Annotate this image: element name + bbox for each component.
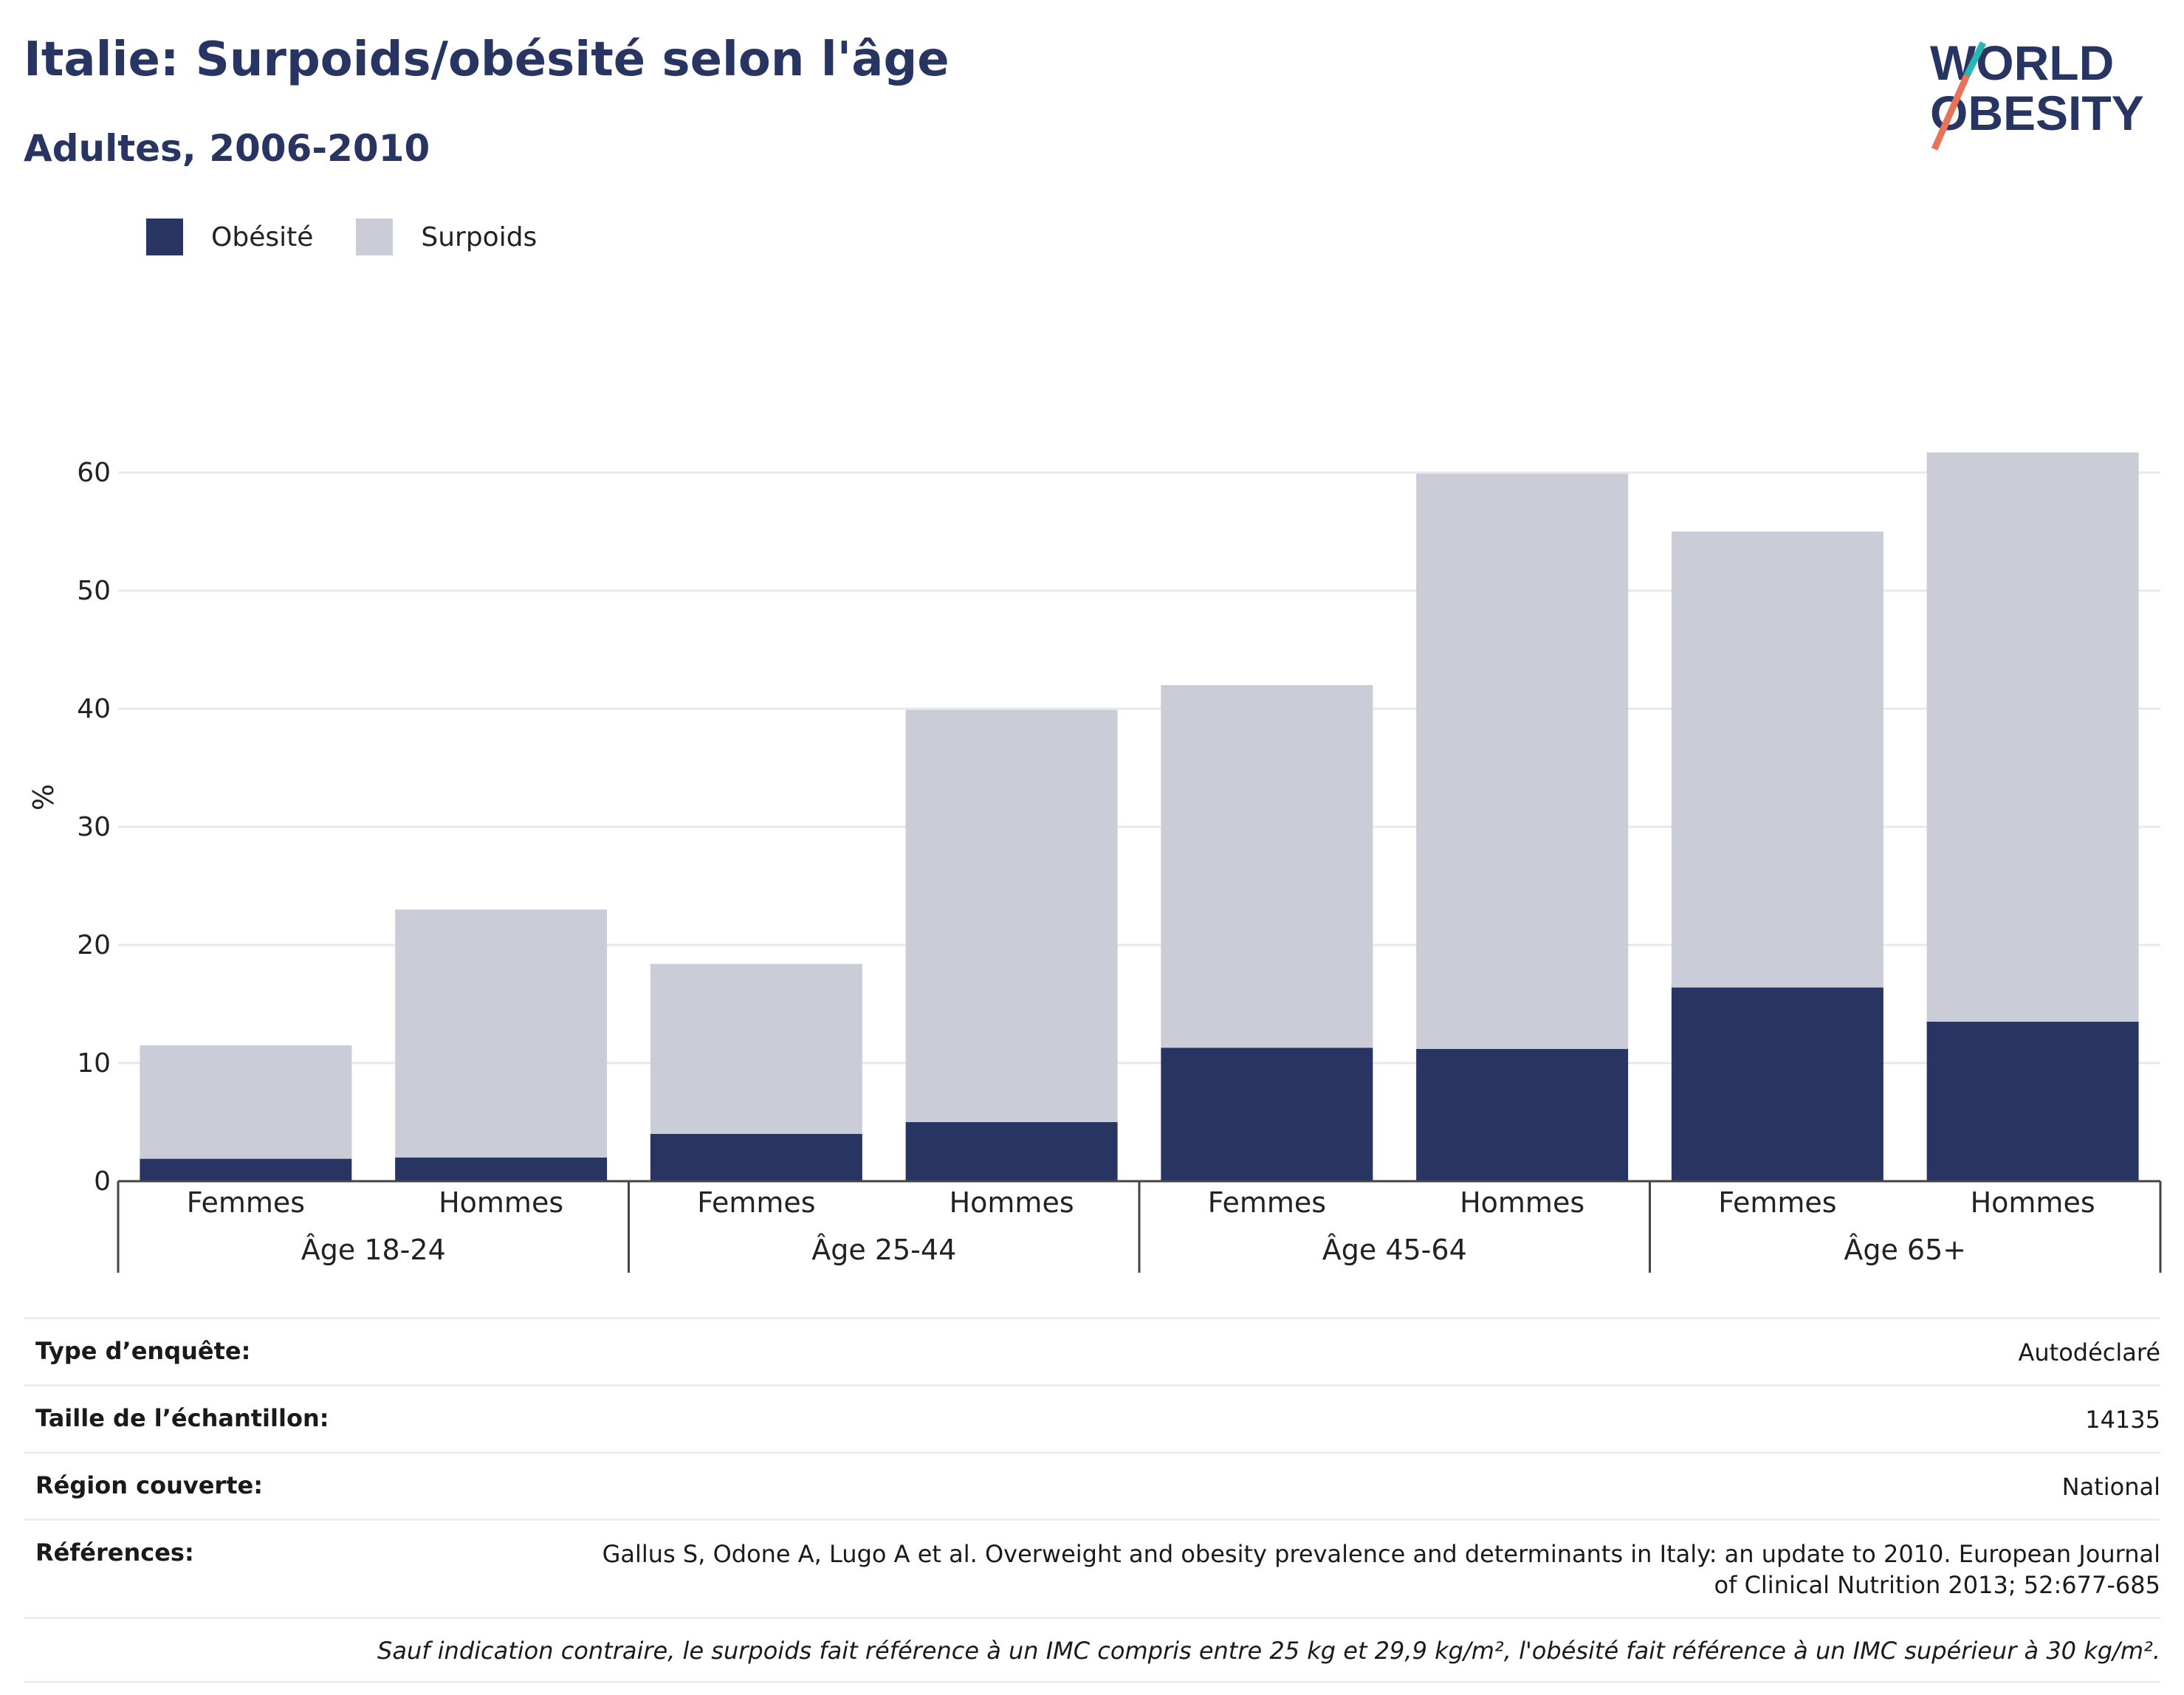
logo-line2: OBESITY (1930, 86, 2144, 140)
bar-surpoids (1926, 452, 2139, 1022)
legend-item-surpoids[interactable]: Surpoids (356, 219, 537, 255)
bar-obesite (1416, 1048, 1629, 1181)
bar-surpoids (1161, 685, 1373, 1048)
x-category-label: Hommes (439, 1186, 563, 1219)
x-category-label: Femmes (697, 1186, 815, 1219)
bar-surpoids (650, 963, 862, 1134)
logo-slash-coral (1931, 74, 1971, 151)
chart-title: Italie: Surpoids/obésité selon l'âge (24, 32, 950, 87)
y-tick-label: 60 (77, 458, 111, 488)
survey-info-table: Type d’enquête: Autodéclaré Taille de l’… (24, 1317, 2160, 1683)
logo-line1: WORLD (1930, 35, 2114, 90)
legend-swatch-surpoids (356, 219, 394, 255)
bar-obesite (1671, 987, 1883, 1181)
info-label: Région couverte: (35, 1471, 263, 1499)
bar-surpoids (395, 910, 608, 1158)
info-row-note: Sauf indication contraire, le surpoids f… (24, 1617, 2160, 1683)
legend-label-obesite: Obésité (211, 221, 314, 252)
bar-surpoids (1671, 532, 1883, 988)
legend-swatch-obesite (146, 219, 183, 255)
y-tick-label: 20 (77, 930, 111, 960)
bar-surpoids (905, 709, 1118, 1122)
x-category-label: Hommes (1971, 1186, 2095, 1219)
y-tick-label: 30 (77, 812, 111, 842)
info-value: 14135 (2085, 1406, 2160, 1434)
info-value: National (2061, 1473, 2160, 1501)
info-row-references: Références: Gallus S, Odone A, Lugo A et… (24, 1519, 2160, 1617)
chart-subtitle: Adultes, 2006-2010 (24, 127, 430, 170)
y-tick-label: 40 (77, 694, 111, 724)
bar-chart: 0 10 20 30 40 50 60% Femmes Hommes Femmes Hommes Fe… (27, 452, 2162, 1273)
bar-obesite (1926, 1022, 2139, 1181)
info-label: Type d’enquête: (35, 1337, 251, 1365)
info-row-region: Région couverte: National (24, 1451, 2160, 1519)
info-value: Gallus S, Odone A, Lugo A et al. Overwei… (602, 1540, 2160, 1599)
bar-obesite (650, 1134, 862, 1181)
bar-surpoids (1416, 473, 1629, 1049)
x-category-label: Femmes (187, 1186, 305, 1219)
legend-item-obesite[interactable]: Obésité (146, 219, 313, 255)
world-obesity-logo: WORLD OBESITY (1930, 35, 2144, 151)
bar-obesite (1161, 1048, 1373, 1181)
x-category-label: Hommes (950, 1186, 1074, 1219)
x-category-label: Femmes (1208, 1186, 1326, 1219)
definition-note: Sauf indication contraire, le surpoids f… (377, 1637, 2160, 1665)
info-label: Références: (35, 1538, 194, 1567)
x-group-label: Âge 25-44 (811, 1234, 956, 1266)
x-group-label: Âge 65+ (1844, 1234, 1966, 1266)
bar-surpoids (140, 1045, 352, 1159)
bar-obesite (140, 1158, 352, 1181)
bar-obesite (905, 1122, 1118, 1181)
info-row-survey-type: Type d’enquête: Autodéclaré (24, 1317, 2160, 1384)
x-group-label: Âge 18-24 (301, 1234, 446, 1266)
y-axis-label: % (27, 784, 60, 811)
info-label: Taille de l’échantillon: (35, 1404, 329, 1432)
x-group-label: Âge 45-64 (1322, 1234, 1467, 1266)
x-category-label: Femmes (1718, 1186, 1836, 1219)
bar-obesite (395, 1158, 608, 1181)
info-value: Autodéclaré (2018, 1338, 2160, 1366)
info-row-sample-size: Taille de l’échantillon: 14135 (24, 1384, 2160, 1451)
chart-legend: Obésité Surpoids (146, 219, 580, 255)
y-tick-label: 0 (94, 1166, 111, 1197)
logo-slash-teal (1963, 41, 1987, 78)
x-category-label: Hommes (1460, 1186, 1584, 1219)
y-tick-label: 10 (77, 1048, 111, 1079)
y-tick-label: 50 (77, 576, 111, 606)
legend-label-surpoids: Surpoids (421, 221, 538, 252)
